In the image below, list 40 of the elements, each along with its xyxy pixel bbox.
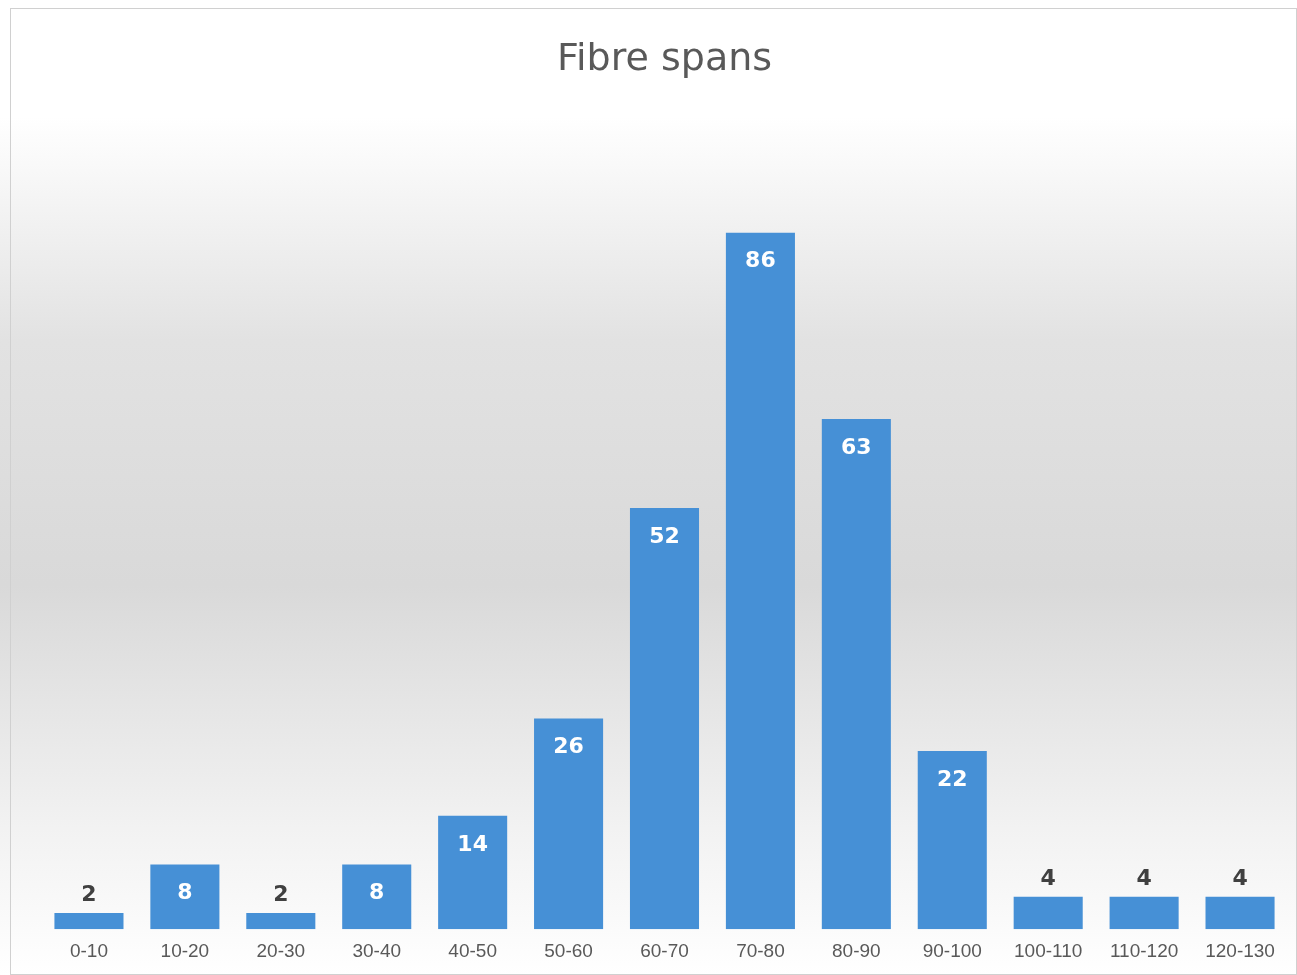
x-tick-label: 110-120 — [1109, 939, 1179, 961]
x-tick-label: 60-70 — [640, 939, 689, 961]
data-label: 4 — [1136, 864, 1152, 890]
data-label: 26 — [553, 733, 584, 759]
data-label: 2 — [81, 880, 97, 906]
x-tick-label: 30-40 — [352, 939, 402, 961]
x-tick-label: 10-20 — [160, 939, 210, 961]
x-tick-label: 20-30 — [256, 939, 306, 961]
x-tick-label: 50-60 — [544, 939, 593, 961]
x-tick-label: 90-100 — [922, 939, 982, 961]
data-label: 4 — [1040, 864, 1056, 890]
bar — [534, 718, 604, 930]
bar — [1205, 896, 1275, 930]
bar — [1109, 896, 1179, 930]
bar — [246, 913, 316, 930]
bar — [150, 864, 220, 930]
data-label: 63 — [841, 433, 872, 459]
data-label: 22 — [936, 765, 968, 791]
data-label: 86 — [745, 247, 776, 273]
data-label: 14 — [457, 830, 488, 856]
bar — [438, 815, 508, 930]
x-tick-label: 40-50 — [448, 939, 497, 961]
data-label: 4 — [1232, 864, 1248, 890]
bar — [1013, 896, 1083, 930]
data-label: 52 — [649, 522, 680, 548]
bar — [917, 751, 987, 930]
x-tick-label: 0-10 — [69, 939, 108, 961]
bar — [725, 232, 795, 930]
bar — [821, 418, 891, 930]
x-tick-label: 70-80 — [736, 939, 785, 961]
data-label: 8 — [177, 879, 193, 905]
x-tick-label: 100-110 — [1014, 939, 1083, 961]
bar — [54, 913, 124, 930]
data-label: 2 — [273, 880, 289, 906]
chart-title: Fibre spans — [556, 34, 773, 79]
x-tick-label: 80-90 — [832, 939, 881, 961]
x-tick-label: 120-130 — [1205, 939, 1275, 961]
bar — [342, 864, 412, 930]
data-label: 8 — [369, 879, 385, 905]
bar — [629, 508, 700, 930]
